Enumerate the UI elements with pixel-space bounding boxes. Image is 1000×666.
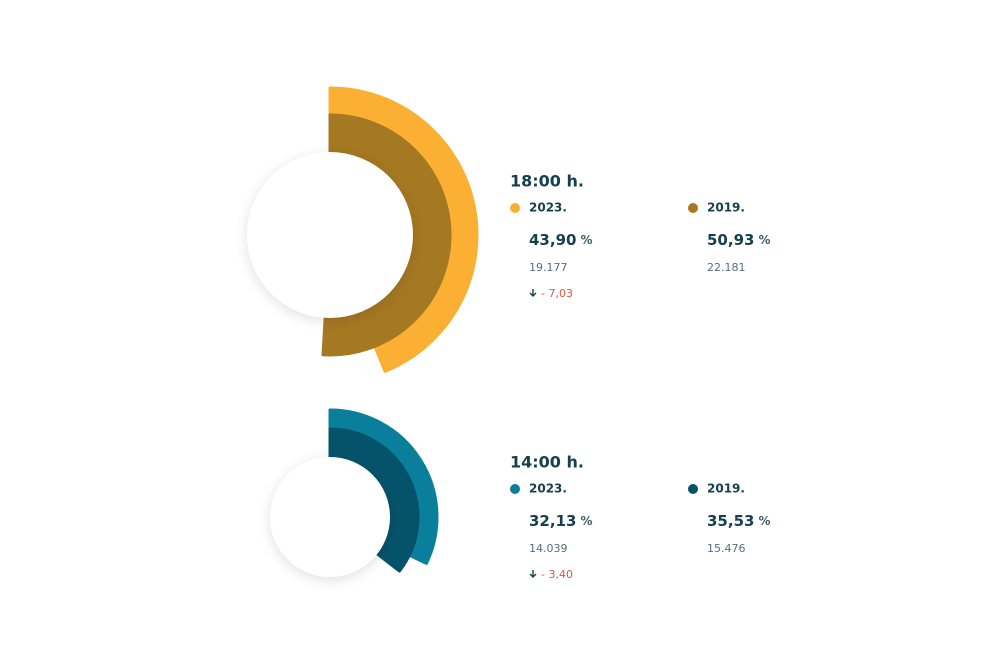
count-label: 14.039 xyxy=(529,542,568,555)
count-label: 22.181 xyxy=(707,261,746,274)
value-label: 35,53% xyxy=(707,512,770,530)
count-label: 15.476 xyxy=(707,542,746,555)
value-label: 43,90% xyxy=(529,231,592,249)
center-disc xyxy=(247,152,413,318)
down-arrow xyxy=(529,570,537,578)
chart: 14:00 h. 2023. 32,13 % 14.039 - 3,40 2019. 35,5… xyxy=(270,408,770,581)
value-unit: % xyxy=(580,233,592,247)
chart-title: 18:00 h. xyxy=(510,172,584,191)
count-label: 19.177 xyxy=(529,261,568,274)
value-number: 50,93 xyxy=(707,231,754,249)
legend-label: 2019. xyxy=(707,482,745,496)
down-arrow xyxy=(529,289,537,297)
legend-label: 2019. xyxy=(707,201,745,215)
legend-dot xyxy=(510,484,520,494)
chart-title: 14:00 h. xyxy=(510,453,584,472)
change-label: - 7,03 xyxy=(541,287,573,300)
value-label: 50,93% xyxy=(707,231,770,249)
value-unit: % xyxy=(580,514,592,528)
value-unit: % xyxy=(758,233,770,247)
center-disc xyxy=(270,457,390,577)
legend-dot xyxy=(688,203,698,213)
legend-dot xyxy=(510,203,520,213)
value-unit: % xyxy=(758,514,770,528)
value-label: 32,13% xyxy=(529,512,592,530)
change-label: - 3,40 xyxy=(541,568,573,581)
legend-label: 2023. xyxy=(529,482,567,496)
chart: 18:00 h. 2023. 43,90 % 19.177 - 7,03 2019. 50,9… xyxy=(247,86,770,373)
value-number: 43,90 xyxy=(529,231,576,249)
legend-label: 2023. xyxy=(529,201,567,215)
legend-dot xyxy=(688,484,698,494)
value-number: 32,13 xyxy=(529,512,576,530)
value-number: 35,53 xyxy=(707,512,754,530)
